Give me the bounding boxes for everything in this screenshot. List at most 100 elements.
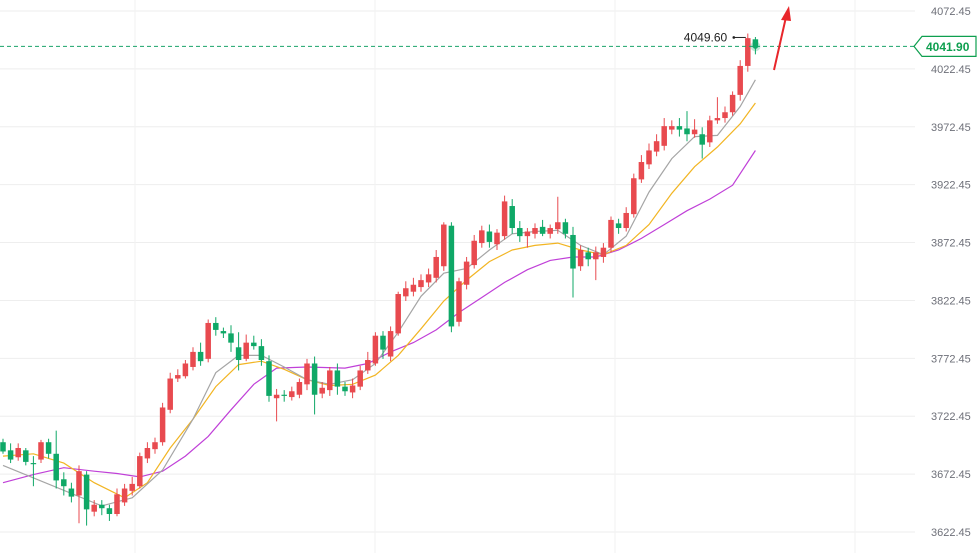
candle-body: [30, 463, 37, 465]
candle-body: [175, 375, 181, 379]
candle-body: [539, 226, 546, 234]
y-tick-label: 3672.45: [931, 469, 971, 481]
candle-body: [555, 222, 561, 230]
candle-body: [471, 240, 477, 266]
candle-body: [266, 361, 272, 396]
candle-body: [167, 378, 173, 410]
candle-body: [129, 483, 135, 491]
candle-body: [258, 346, 265, 361]
candle-body: [669, 126, 675, 130]
candle-body: [121, 488, 128, 503]
candle-body: [410, 284, 417, 292]
candle-body: [509, 206, 515, 229]
candle-body: [577, 250, 584, 267]
annotation-arrow-shaft: [773, 16, 787, 71]
candle-body: [235, 347, 242, 361]
candle-body: [357, 370, 363, 387]
current-price-label: 4041.90: [926, 40, 970, 54]
candle-body: [45, 442, 52, 454]
high-marker-dot: [732, 36, 736, 39]
candle-body: [752, 39, 759, 48]
candle-body: [334, 370, 341, 387]
candle-body: [714, 118, 721, 121]
candle-body: [661, 126, 667, 146]
candle-body: [456, 281, 462, 322]
candle-body: [327, 370, 333, 391]
candle-body: [197, 351, 204, 362]
candle-body: [304, 363, 310, 385]
ma-long-line: [2, 150, 756, 484]
candle-body: [23, 450, 29, 462]
high-marker-label: 4049.60: [684, 30, 728, 44]
candle-body: [631, 178, 637, 215]
y-tick-label: 4022.45: [931, 64, 971, 76]
candle-body: [653, 141, 660, 152]
candle-body: [372, 335, 379, 364]
candle-body: [547, 228, 553, 234]
candle-body: [273, 394, 280, 399]
candle-body: [68, 488, 75, 497]
candle-body: [418, 280, 424, 288]
candle-body: [251, 342, 257, 347]
candle-body: [684, 128, 690, 135]
candle-body: [220, 331, 227, 334]
candle-body: [745, 38, 751, 66]
candle-body: [691, 129, 698, 135]
y-tick-label: 3622.45: [931, 527, 971, 539]
candle-body: [395, 294, 401, 334]
candle-body: [76, 471, 82, 496]
candle-body: [106, 508, 113, 514]
candle-body: [615, 223, 622, 229]
candle-body: [15, 448, 21, 458]
candle-body: [61, 479, 67, 487]
candle-body: [387, 331, 394, 357]
y-tick-label: 3922.45: [931, 180, 971, 192]
candle-body: [319, 387, 325, 394]
candle-body: [638, 162, 645, 180]
ma-short-line: [2, 79, 756, 507]
candle-body: [380, 335, 386, 350]
candle-body: [137, 456, 143, 487]
current-price-dot: [752, 43, 758, 49]
candle-body: [159, 407, 166, 443]
candle-body: [403, 288, 409, 297]
candle-body: [281, 394, 287, 396]
candle-body: [311, 363, 318, 395]
candle-body: [494, 232, 500, 245]
candle-body: [479, 230, 485, 244]
candle-body: [91, 504, 97, 512]
candle-body: [365, 360, 371, 371]
candle-body: [349, 385, 356, 393]
y-tick-label: 3872.45: [931, 238, 971, 250]
candle-body: [729, 94, 736, 113]
candle-body: [289, 391, 295, 398]
candle-body: [433, 256, 439, 278]
candle-body: [623, 212, 629, 229]
y-tick-label: 3822.45: [931, 295, 971, 307]
candle-body: [83, 474, 90, 510]
candle-body: [213, 322, 219, 330]
candle-body: [501, 201, 508, 237]
candle-body: [144, 448, 151, 459]
candle-body: [676, 126, 683, 130]
candle-body: [190, 351, 196, 367]
candle-body: [152, 442, 158, 450]
candle-body: [570, 234, 576, 269]
candle-body: [425, 274, 432, 283]
candle-body: [243, 342, 249, 359]
candle-body: [532, 228, 538, 234]
candle-body: [600, 247, 607, 257]
candle-body: [53, 453, 59, 481]
candle-body: [608, 219, 614, 248]
candle-body: [296, 382, 303, 395]
candle-body: [486, 231, 493, 242]
candle-body: [593, 252, 599, 260]
candle-body: [707, 120, 713, 143]
annotation-arrow-head: [781, 6, 791, 21]
y-tick-label: 3772.45: [931, 353, 971, 365]
ma-mid-line: [2, 102, 756, 499]
candle-body: [585, 252, 591, 260]
candle-body: [38, 442, 44, 460]
